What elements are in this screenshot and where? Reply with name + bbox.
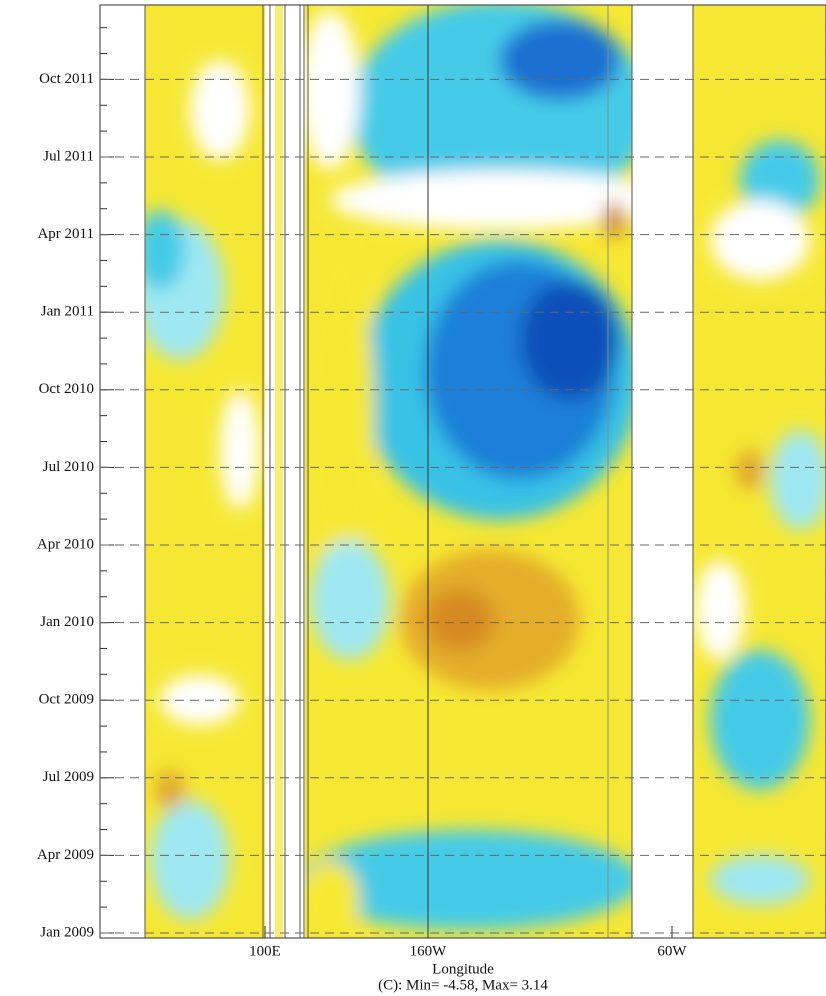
axes: Jan 2009 Apr 2009 Jul 2009 Oct 2009 Jan 2010… — [37, 27, 826, 959]
y-tick-label: Apr 2010 — [37, 536, 94, 552]
y-tick-label: Jul 2009 — [43, 769, 94, 785]
plot-frame — [99, 4, 826, 939]
y-tick-label: Oct 2009 — [39, 692, 94, 708]
y-tick-label: Apr 2011 — [37, 226, 94, 242]
y-tick-label: Jan 2010 — [40, 614, 94, 630]
boundary-lines — [144, 5, 694, 938]
x-tick-label: 60W — [657, 943, 687, 959]
y-tick-label: Apr 2009 — [37, 847, 94, 863]
field-stripe-atlantic — [693, 5, 826, 938]
field-stripe-west — [145, 5, 265, 938]
y-tick-label: Oct 2010 — [39, 381, 94, 397]
x-tick-label: 100E — [249, 943, 281, 959]
x-axis-label: Longitude — [432, 961, 494, 977]
y-tick-label: Jan 2009 — [40, 924, 94, 940]
x-tick-label: 160W — [410, 943, 448, 959]
field — [145, 5, 826, 938]
y-tick-label: Jul 2010 — [43, 459, 94, 475]
field-stripe-pacific — [305, 5, 632, 938]
y-tick-label: Jan 2011 — [41, 304, 94, 320]
y-tick-label: Oct 2011 — [39, 71, 94, 87]
y-tick-label: Jul 2011 — [43, 148, 94, 164]
caption: (C): Min= -4.58, Max= 3.14 — [378, 977, 548, 993]
